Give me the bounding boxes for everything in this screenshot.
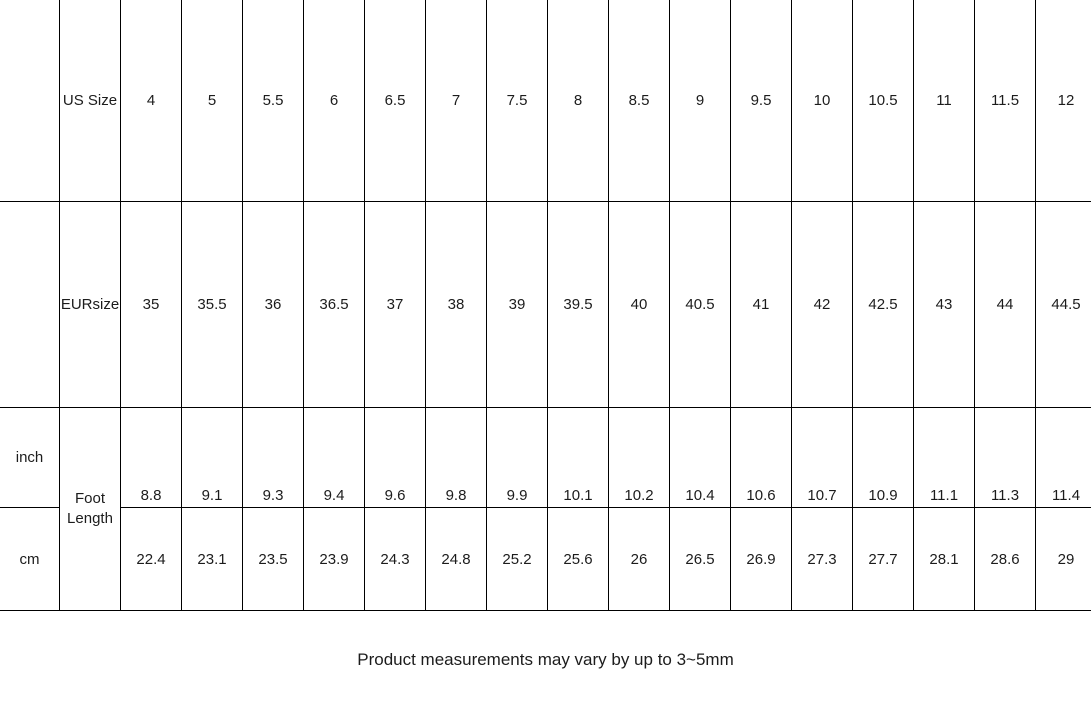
- foot-length-cm-value-cell: 26: [608, 507, 670, 611]
- us-size-value-cell: 5: [181, 0, 243, 202]
- foot-length-inch-value-cell: 10.9: [852, 407, 914, 508]
- foot-length-cm-value-cell: 22.4: [120, 507, 182, 611]
- corner-blank-cell: [0, 201, 60, 408]
- us-size-value-cell: 5.5: [242, 0, 304, 202]
- foot-length-cm-value-cell: 23.9: [303, 507, 365, 611]
- cm-unit-cell: cm: [0, 507, 60, 611]
- us-size-row: US Size 4 5 5.5 6 6.5 7 7.5 8 8.5 9 9.5 10 10.5 11 11.5…: [0, 0, 1091, 202]
- foot-length-cm-value-cell: 25.6: [547, 507, 609, 611]
- foot-length-cm-value-cell: 24.8: [425, 507, 487, 611]
- foot-length-cm-value-cell: 24.3: [364, 507, 426, 611]
- foot-length-inch-value-cell: 10.2: [608, 407, 670, 508]
- foot-length-cm-value-cell: 26.9: [730, 507, 792, 611]
- foot-length-header-cell: Foot Length: [59, 407, 121, 611]
- foot-length-cm-value-cell: 29: [1035, 507, 1091, 611]
- foot-length-cm-value-cell: 23.5: [242, 507, 304, 611]
- us-size-value-cell: 8.5: [608, 0, 670, 202]
- foot-length-cm-value-cell: 26.5: [669, 507, 731, 611]
- eur-size-value-cell: 40: [608, 201, 670, 408]
- foot-length-inch-value-cell: 9.6: [364, 407, 426, 508]
- foot-length-inch-value-cell: 8.8: [120, 407, 182, 508]
- foot-length-cm-value-cell: 23.1: [181, 507, 243, 611]
- size-chart-body: US Size 4 5 5.5 6 6.5 7 7.5 8 8.5 9 9.5 10 10.5 11 11.5…: [0, 0, 1091, 611]
- eur-size-value-cell: 40.5: [669, 201, 731, 408]
- eur-size-value-cell: 42: [791, 201, 853, 408]
- us-size-value-cell: 11.5: [974, 0, 1036, 202]
- foot-length-inch-value-cell: 11.3: [974, 407, 1036, 508]
- us-size-value-cell: 9.5: [730, 0, 792, 202]
- eur-size-value-cell: 35: [120, 201, 182, 408]
- us-size-value-cell: 7: [425, 0, 487, 202]
- us-size-value-cell: 12: [1035, 0, 1091, 202]
- eur-size-value-cell: 44.5: [1035, 201, 1091, 408]
- eur-size-value-cell: 43: [913, 201, 975, 408]
- us-size-value-cell: 10: [791, 0, 853, 202]
- us-size-value-cell: 6: [303, 0, 365, 202]
- eur-size-value-cell: 39: [486, 201, 548, 408]
- eur-size-value-cell: 36.5: [303, 201, 365, 408]
- us-size-value-cell: 8: [547, 0, 609, 202]
- us-size-value-cell: 4: [120, 0, 182, 202]
- eur-size-value-cell: 35.5: [181, 201, 243, 408]
- foot-length-inch-value-cell: 9.1: [181, 407, 243, 508]
- foot-length-cm-value-cell: 27.7: [852, 507, 914, 611]
- foot-length-inch-value-cell: 9.4: [303, 407, 365, 508]
- eur-size-value-cell: 38: [425, 201, 487, 408]
- foot-length-inch-value-cell: 9.9: [486, 407, 548, 508]
- foot-length-inch-value-cell: 9.8: [425, 407, 487, 508]
- eur-size-value-cell: 39.5: [547, 201, 609, 408]
- foot-length-cm-value-cell: 28.6: [974, 507, 1036, 611]
- eur-size-row: EURsize 35 35.5 36 36.5 37 38 39 39.5 40 40.5 41 42 4…: [0, 201, 1091, 408]
- us-size-value-cell: 6.5: [364, 0, 426, 202]
- corner-blank-cell: [0, 0, 60, 202]
- us-size-value-cell: 11: [913, 0, 975, 202]
- foot-length-cm-value-cell: 25.2: [486, 507, 548, 611]
- inch-unit-cell: inch: [0, 407, 60, 508]
- foot-length-inch-value-cell: 10.4: [669, 407, 731, 508]
- product-measurement-note: Product measurements may vary by up to 3…: [357, 650, 734, 669]
- foot-length-cm-value-cell: 27.3: [791, 507, 853, 611]
- us-size-value-cell: 10.5: [852, 0, 914, 202]
- us-size-value-cell: 9: [669, 0, 731, 202]
- foot-length-inch-value-cell: 10.6: [730, 407, 792, 508]
- us-size-value-cell: 7.5: [486, 0, 548, 202]
- us-size-header-cell: US Size: [59, 0, 121, 202]
- foot-length-cm-value-cell: 28.1: [913, 507, 975, 611]
- foot-length-inch-row: inch Foot Length 8.8 9.1 9.3 9.4 9.6 9.8 9.9 10.1…: [0, 407, 1091, 611]
- size-chart-table: US Size 4 5 5.5 6 6.5 7 7.5 8 8.5 9 9.5 10 10.5 11 11.5…: [0, 0, 1091, 611]
- foot-length-inch-value-cell: 10.7: [791, 407, 853, 508]
- foot-length-inch-value-cell: 10.1: [547, 407, 609, 508]
- eur-size-value-cell: 37: [364, 201, 426, 408]
- foot-length-inch-value-cell: 11.4: [1035, 407, 1091, 508]
- foot-length-inch-value-cell: 11.1: [913, 407, 975, 508]
- eur-size-value-cell: 41: [730, 201, 792, 408]
- foot-length-inch-value-cell: 9.3: [242, 407, 304, 508]
- eur-size-header-cell: EURsize: [59, 201, 121, 408]
- eur-size-value-cell: 44: [974, 201, 1036, 408]
- eur-size-value-cell: 36: [242, 201, 304, 408]
- eur-size-value-cell: 42.5: [852, 201, 914, 408]
- foot-length-cm-row: cm 22.4 23.1 23.5 23.9 24.3 24.8 25.2 25.6 26 26.5…: [0, 507, 1091, 611]
